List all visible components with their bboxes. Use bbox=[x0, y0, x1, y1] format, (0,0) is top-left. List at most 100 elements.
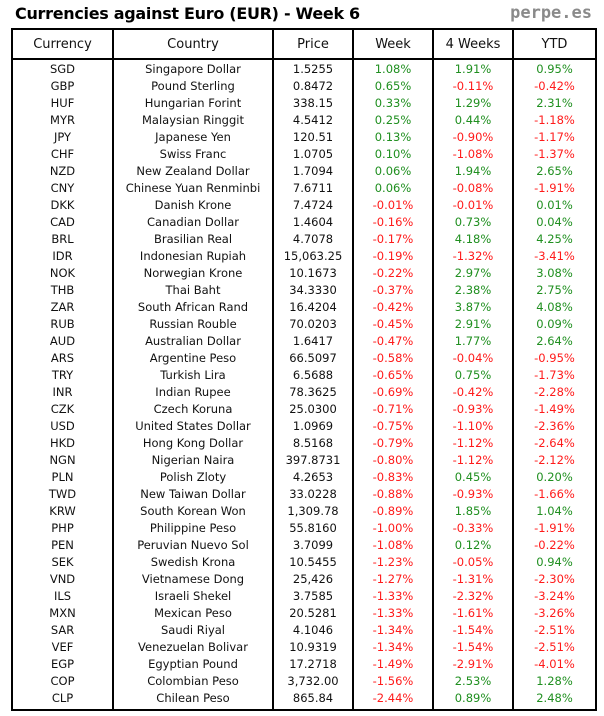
cell-ytd: -2.64% bbox=[512, 435, 597, 452]
cell-4-weeks: -0.93% bbox=[432, 401, 514, 418]
table-row: MYR Malaysian Ringgit 4.5412 0.25% 0.44% -1.1… bbox=[11, 112, 597, 129]
cell-4-weeks: -1.12% bbox=[432, 452, 514, 469]
cell-week: -2.44% bbox=[352, 690, 434, 710]
cell-ytd: 1.28% bbox=[512, 673, 597, 690]
cell-price: 865.84 bbox=[272, 690, 354, 710]
cell-4-weeks: 2.53% bbox=[432, 673, 514, 690]
cell-country: Swiss Franc bbox=[112, 146, 274, 163]
cell-country: Brasilian Real bbox=[112, 231, 274, 248]
cell-week: -1.34% bbox=[352, 639, 434, 656]
table-row: JPY Japanese Yen 120.51 0.13% -0.90% -1.17% bbox=[11, 129, 597, 146]
table-row: INR Indian Rupee 78.3625 -0.69% -0.42% -2.28% bbox=[11, 384, 597, 401]
cell-price: 4.1046 bbox=[272, 622, 354, 639]
cell-ytd: 2.65% bbox=[512, 163, 597, 180]
cell-week: -0.71% bbox=[352, 401, 434, 418]
cell-currency: NGN bbox=[11, 452, 114, 469]
table-body: SGD Singapore Dollar 1.5255 1.08% 1.91% 0.95%… bbox=[11, 59, 597, 710]
cell-week: -1.27% bbox=[352, 571, 434, 588]
cell-week: -1.08% bbox=[352, 537, 434, 554]
cell-price: 16.4204 bbox=[272, 299, 354, 316]
cell-country: South African Rand bbox=[112, 299, 274, 316]
table-row: VEF Venezuelan Bolivar 10.9319 -1.34% -1.54%… bbox=[11, 639, 597, 656]
cell-currency: CLP bbox=[11, 690, 114, 710]
cell-country: Malaysian Ringgit bbox=[112, 112, 274, 129]
cell-ytd: -2.28% bbox=[512, 384, 597, 401]
table-row: ARS Argentine Peso 66.5097 -0.58% -0.04% -0.9… bbox=[11, 350, 597, 367]
cell-ytd: -4.01% bbox=[512, 656, 597, 673]
table-row: CLP Chilean Peso 865.84 -2.44% 0.89% 2.48% bbox=[11, 690, 597, 710]
table-row: MXN Mexican Peso 20.5281 -1.33% -1.61% -3.26% bbox=[11, 605, 597, 622]
cell-country: Chinese Yuan Renminbi bbox=[112, 180, 274, 197]
cell-currency: CHF bbox=[11, 146, 114, 163]
cell-ytd: -2.51% bbox=[512, 639, 597, 656]
table-row: GBP Pound Sterling 0.8472 0.65% -0.11% -0.42% bbox=[11, 78, 597, 95]
cell-ytd: 0.09% bbox=[512, 316, 597, 333]
cell-ytd: 2.31% bbox=[512, 95, 597, 112]
cell-week: -1.00% bbox=[352, 520, 434, 537]
table-row: USD United States Dollar 1.0969 -0.75% -1.10… bbox=[11, 418, 597, 435]
table-row: AUD Australian Dollar 1.6417 -0.47% 1.77% 2.6… bbox=[11, 333, 597, 350]
cell-country: New Zealand Dollar bbox=[112, 163, 274, 180]
cell-4-weeks: -0.11% bbox=[432, 78, 514, 95]
cell-ytd: -1.49% bbox=[512, 401, 597, 418]
cell-week: -0.37% bbox=[352, 282, 434, 299]
cell-price: 1.0969 bbox=[272, 418, 354, 435]
cell-country: United States Dollar bbox=[112, 418, 274, 435]
cell-price: 25,426 bbox=[272, 571, 354, 588]
cell-4-weeks: 0.73% bbox=[432, 214, 514, 231]
cell-4-weeks: -1.61% bbox=[432, 605, 514, 622]
cell-ytd: -0.42% bbox=[512, 78, 597, 95]
cell-currency: SAR bbox=[11, 622, 114, 639]
table-row: SEK Swedish Krona 10.5455 -1.23% -0.05% 0.94% bbox=[11, 554, 597, 571]
cell-week: -0.80% bbox=[352, 452, 434, 469]
cell-ytd: 0.01% bbox=[512, 197, 597, 214]
cell-country: Thai Baht bbox=[112, 282, 274, 299]
cell-currency: ZAR bbox=[11, 299, 114, 316]
cell-week: -0.22% bbox=[352, 265, 434, 282]
cell-country: Israeli Shekel bbox=[112, 588, 274, 605]
cell-currency: CNY bbox=[11, 180, 114, 197]
cell-price: 338.15 bbox=[272, 95, 354, 112]
cell-price: 3.7099 bbox=[272, 537, 354, 554]
cell-price: 34.3330 bbox=[272, 282, 354, 299]
cell-week: -0.79% bbox=[352, 435, 434, 452]
cell-currency: MYR bbox=[11, 112, 114, 129]
cell-ytd: 3.08% bbox=[512, 265, 597, 282]
cell-country: Pound Sterling bbox=[112, 78, 274, 95]
cell-currency: VND bbox=[11, 571, 114, 588]
table-row: IDR Indonesian Rupiah 15,063.25 -0.19% -1.32… bbox=[11, 248, 597, 265]
cell-price: 7.6711 bbox=[272, 180, 354, 197]
cell-country: Singapore Dollar bbox=[112, 59, 274, 78]
cell-4-weeks: -0.04% bbox=[432, 350, 514, 367]
cell-price: 4.7078 bbox=[272, 231, 354, 248]
cell-4-weeks: 0.75% bbox=[432, 367, 514, 384]
table-row: SAR Saudi Riyal 4.1046 -1.34% -1.54% -2.51% bbox=[11, 622, 597, 639]
cell-currency: SGD bbox=[11, 59, 114, 78]
cell-ytd: 0.95% bbox=[512, 59, 597, 78]
table-row: CAD Canadian Dollar 1.4604 -0.16% 0.73% 0.04% bbox=[11, 214, 597, 231]
cell-week: -0.17% bbox=[352, 231, 434, 248]
cell-4-weeks: 0.12% bbox=[432, 537, 514, 554]
cell-ytd: 2.64% bbox=[512, 333, 597, 350]
cell-4-weeks: -1.12% bbox=[432, 435, 514, 452]
cell-price: 1,309.78 bbox=[272, 503, 354, 520]
table-row: PEN Peruvian Nuevo Sol 3.7099 -1.08% 0.12% -0… bbox=[11, 537, 597, 554]
column-header-week: Week bbox=[352, 28, 434, 60]
column-header-ytd: YTD bbox=[512, 28, 597, 60]
cell-price: 6.5688 bbox=[272, 367, 354, 384]
cell-country: Hong Kong Dollar bbox=[112, 435, 274, 452]
cell-4-weeks: -1.54% bbox=[432, 639, 514, 656]
column-header-country: Country bbox=[112, 28, 274, 60]
cell-currency: COP bbox=[11, 673, 114, 690]
cell-country: New Taiwan Dollar bbox=[112, 486, 274, 503]
table-row: TWD New Taiwan Dollar 33.0228 -0.88% -0.93% -… bbox=[11, 486, 597, 503]
cell-4-weeks: -2.32% bbox=[432, 588, 514, 605]
cell-price: 70.0203 bbox=[272, 316, 354, 333]
cell-currency: IDR bbox=[11, 248, 114, 265]
cell-currency: KRW bbox=[11, 503, 114, 520]
cell-country: Mexican Peso bbox=[112, 605, 274, 622]
cell-country: Polish Zloty bbox=[112, 469, 274, 486]
table-row: DKK Danish Krone 7.4724 -0.01% -0.01% 0.01% bbox=[11, 197, 597, 214]
cell-4-weeks: 1.29% bbox=[432, 95, 514, 112]
cell-country: Philippine Peso bbox=[112, 520, 274, 537]
